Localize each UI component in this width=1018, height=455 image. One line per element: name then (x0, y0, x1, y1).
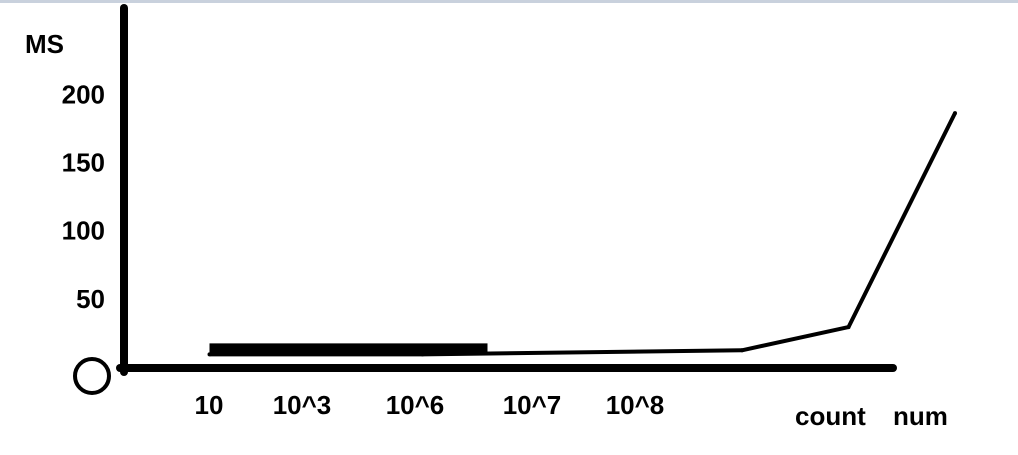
y-tick-labels: 50 100 150 200 (62, 79, 105, 313)
series-line-group (207, 111, 957, 357)
x-tick-labels: 10 10^3 10^6 10^7 10^8 (195, 390, 665, 420)
y-tick-label: 200 (62, 79, 105, 109)
data-point (207, 352, 212, 357)
y-axis-title: MS (25, 29, 64, 59)
origin-circle (73, 357, 111, 395)
y-tick-label: 50 (76, 284, 105, 314)
y-tick-label: 100 (62, 216, 105, 246)
data-point (953, 111, 957, 116)
data-point (420, 352, 425, 357)
x-axis-title-part-1: count (795, 401, 866, 431)
x-axis-title-part-2: num (893, 401, 948, 431)
x-tick-label: 10^6 (386, 390, 445, 420)
top-border (0, 0, 1018, 3)
x-tick-label: 10^7 (503, 390, 562, 420)
x-tick-label: 10 (195, 390, 224, 420)
x-tick-label: 10^3 (273, 390, 332, 420)
x-tick-label: 10^8 (606, 390, 665, 420)
series-line (209, 112, 957, 357)
data-point (846, 325, 851, 330)
y-tick-label: 150 (62, 148, 105, 178)
data-point (740, 348, 744, 353)
